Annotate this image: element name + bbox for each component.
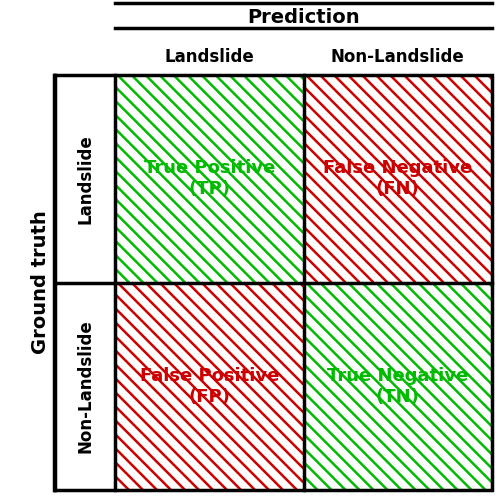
Text: Landslide: Landslide <box>76 134 94 224</box>
Text: False Positive
(FP): False Positive (FP) <box>140 367 279 406</box>
Bar <box>115 282 304 490</box>
Text: Landslide: Landslide <box>164 47 254 66</box>
Text: False Negative
(FN): False Negative (FN) <box>323 159 472 198</box>
Bar <box>115 75 304 282</box>
Text: True Positive
(TP): True Positive (TP) <box>144 159 275 198</box>
Bar <box>304 75 492 282</box>
Bar <box>304 282 492 490</box>
Text: Non-Landslide: Non-Landslide <box>331 47 464 66</box>
Bar <box>115 75 492 490</box>
Text: True Negative
(TN): True Negative (TN) <box>327 367 468 406</box>
Text: Ground truth: Ground truth <box>30 211 50 355</box>
Text: Prediction: Prediction <box>247 7 360 26</box>
Text: Non-Landslide: Non-Landslide <box>76 319 94 453</box>
